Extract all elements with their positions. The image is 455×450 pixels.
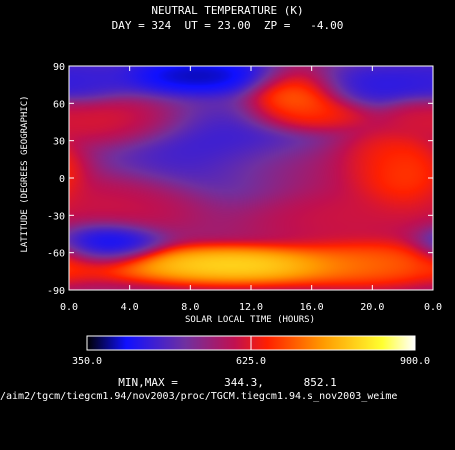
y-tick-label: -90 — [47, 286, 65, 297]
x-tick-label: 20.0 — [360, 302, 384, 313]
colorbar-min-label: 350.0 — [72, 356, 102, 367]
x-tick-label: 16.0 — [300, 302, 324, 313]
heatmap-field — [69, 66, 433, 290]
source-path: /aim2/tgcm/tiegcm1.94/nov2003/proc/TGCM.… — [0, 391, 398, 402]
chart-title: NEUTRAL TEMPERATURE (K) — [151, 4, 304, 17]
minmax-readout: MIN,MAX = 344.3, 852.1 — [118, 376, 337, 389]
y-tick-label: 0 — [59, 174, 65, 185]
y-tick-label: 60 — [53, 99, 65, 110]
x-axis-label: SOLAR LOCAL TIME (HOURS) — [184, 315, 316, 325]
x-tick-label: 8.0 — [181, 302, 199, 313]
x-tick-label: 0.0 — [60, 302, 78, 313]
colorbar-max-label: 900.0 — [400, 356, 430, 367]
x-tick-label: 4.0 — [121, 302, 139, 313]
y-tick-label: 90 — [53, 62, 65, 73]
y-tick-label: -60 — [47, 249, 65, 260]
y-tick-label: -30 — [47, 211, 65, 222]
y-tick-label: 30 — [53, 137, 65, 148]
x-tick-label: 12.0 — [239, 302, 263, 313]
x-tick-label: 0.0 — [424, 302, 442, 313]
y-axis-label: LATITUDE (DEGREES GEOGRAPHIC) — [20, 95, 30, 253]
colorbar-mid-label: 625.0 — [236, 356, 266, 367]
chart-subtitle: DAY = 324 UT = 23.00 ZP = -4.00 — [111, 19, 344, 32]
